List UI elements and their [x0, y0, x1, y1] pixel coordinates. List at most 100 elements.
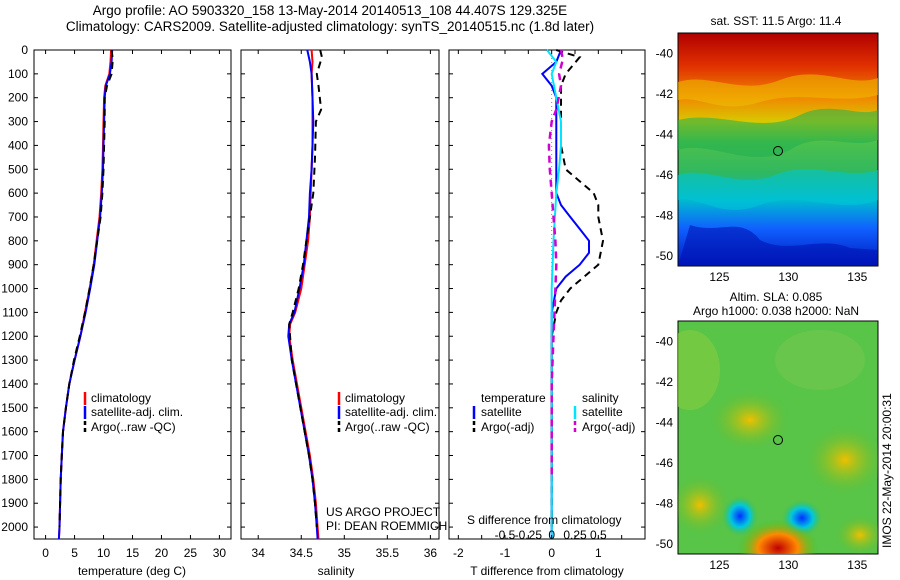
lat-tick-label: -46	[656, 168, 674, 182]
sst-map: sat. SST: 11.5 Argo: 11.4	[677, 14, 879, 267]
credit-project: US ARGO PROJECT	[326, 505, 441, 519]
lon-tick-label: 125	[709, 270, 729, 284]
x-tick-label: 35.5	[376, 546, 400, 560]
legend-t-argo: Argo(-adj)	[481, 420, 534, 434]
lat-tick-label: -40	[656, 334, 674, 348]
legend-t-satellite: satellite	[481, 405, 522, 419]
depth-tick-label: 1600	[1, 425, 28, 439]
depth-tick-label: 500	[8, 162, 28, 176]
depth-tick-label: 1900	[1, 496, 28, 510]
argo-location-marker	[773, 435, 783, 445]
x-tick-label: -1	[500, 546, 511, 560]
series-line-temperature-argo-adj-	[550, 49, 605, 528]
depth-tick-label: 100	[8, 67, 28, 81]
depth-tick-label: 1800	[1, 472, 28, 486]
lat-tick-label: -46	[656, 456, 674, 470]
s-tick-label: -0.5	[495, 528, 516, 542]
profile-lines	[57, 49, 605, 540]
timestamp-stamp: IMOS 22-May-2014 20:00:31	[880, 393, 894, 548]
s-tick-label: 0	[548, 528, 555, 542]
legend-argo: Argo(..raw -QC)	[91, 420, 176, 434]
x-tick-label: 34.5	[290, 546, 314, 560]
x-tick-label: 10	[97, 546, 111, 560]
legend-temperature-title: temperature	[481, 391, 546, 405]
depth-tick-label: 1200	[1, 329, 28, 343]
lat-tick-label: -48	[656, 208, 674, 222]
s-tick-label: -0.25	[515, 528, 543, 542]
depth-tick-label: 200	[8, 91, 28, 105]
depth-tick-label: 1100	[2, 305, 28, 319]
legend-satellite: satellite-adj. clim.	[345, 405, 437, 419]
lon-tick-label: 125	[709, 558, 729, 572]
sla-map: Altim. SLA: 0.085 Argo h1000: 0.038 h200…	[677, 290, 879, 555]
sst-map-title: sat. SST: 11.5 Argo: 11.4	[711, 14, 842, 28]
lat-tick-label: -50	[656, 249, 674, 263]
legend-satellite: satellite-adj. clim.	[91, 405, 183, 419]
depth-tick-label: 1300	[1, 353, 28, 367]
x-tick-label: 20	[155, 546, 169, 560]
lat-tick-label: -40	[656, 46, 674, 60]
depth-tick-label: 600	[8, 186, 28, 200]
lon-tick-label: 130	[778, 270, 798, 284]
salinity-xlabel: salinity	[318, 564, 355, 578]
legend-climatology: climatology	[91, 391, 151, 405]
legend-s-argo: Argo(-adj)	[582, 420, 635, 434]
lon-tick-label: 135	[847, 270, 867, 284]
depth-tick-label: 1000	[1, 282, 28, 296]
lat-tick-label: -50	[656, 537, 674, 551]
series-line-argo-raw-qc-	[58, 49, 114, 528]
credit-pi: PI: DEAN ROEMMICH	[326, 519, 447, 533]
depth-tick-label: 1400	[1, 377, 28, 391]
depth-tick-label: 800	[8, 234, 28, 248]
sla-map-title-line2: Argo h1000: 0.038 h2000: NaN	[693, 304, 859, 318]
salinity-axes	[240, 49, 440, 540]
legend-s-satellite: satellite	[582, 405, 623, 419]
lat-tick-label: -42	[656, 375, 674, 389]
x-tick-label: 30	[213, 546, 227, 560]
depth-tick-label: 700	[8, 210, 28, 224]
x-tick-label: 36	[424, 546, 438, 560]
depth-tick-label: 300	[8, 115, 28, 129]
depth-tick-label: 900	[8, 258, 28, 272]
x-tick-label: 0	[42, 546, 49, 560]
x-tick-label: 5	[71, 546, 78, 560]
x-tick-label: -2	[453, 546, 464, 560]
sla-map-title-line1: Altim. SLA: 0.085	[730, 290, 823, 304]
lon-tick-label: 135	[847, 558, 867, 572]
lat-tick-label: -42	[656, 87, 674, 101]
salinity-legend: climatology satellite-adj. clim. Argo(..…	[326, 391, 447, 533]
figure-title-line2: Climatology: CARS2009. Satellite-adjuste…	[65, 19, 595, 34]
series-line-satellite-adj-clim-	[287, 49, 319, 540]
depth-tick-label: 400	[8, 138, 28, 152]
depth-tick-label: 1500	[1, 401, 28, 415]
s-tick-label: 0.5	[590, 528, 607, 542]
x-tick-label: 0	[548, 546, 555, 560]
temperature-xlabel: temperature (deg C)	[78, 564, 186, 578]
depth-tick-label: 1700	[1, 449, 28, 463]
x-tick-label: 25	[184, 546, 198, 560]
lat-tick-label: -44	[656, 127, 674, 141]
depth-tick-label: 0	[21, 43, 28, 57]
x-tick-label: 15	[126, 546, 140, 560]
series-line-salinity-argo-adj-	[547, 49, 565, 480]
x-tick-label: 35	[338, 546, 352, 560]
lon-tick-label: 130	[778, 558, 798, 572]
legend-argo: Argo(..raw -QC)	[345, 420, 430, 434]
x-tick-label: 1	[595, 546, 602, 560]
x-tick-label: 34	[252, 546, 266, 560]
legend-climatology: climatology	[345, 391, 405, 405]
argo-location-marker	[773, 146, 783, 156]
difference-axes	[448, 49, 646, 540]
depth-tick-label: 2000	[1, 520, 28, 534]
temperature-axes	[33, 49, 232, 540]
difference-legend: temperature satellite Argo(-adj) salinit…	[467, 391, 635, 527]
lat-tick-label: -44	[656, 415, 674, 429]
lat-tick-label: -48	[656, 496, 674, 510]
s-tick-label: 0.25	[563, 528, 587, 542]
temperature-legend: climatology satellite-adj. clim. Argo(..…	[83, 391, 183, 434]
figure-title-line1: Argo profile: AO 5903320_158 13-May-2014…	[92, 3, 568, 18]
series-line-argo-raw-qc-	[288, 49, 323, 528]
difference-xlabel: T difference from climatology	[470, 564, 624, 578]
s-difference-label: S difference from climatology	[467, 513, 622, 527]
